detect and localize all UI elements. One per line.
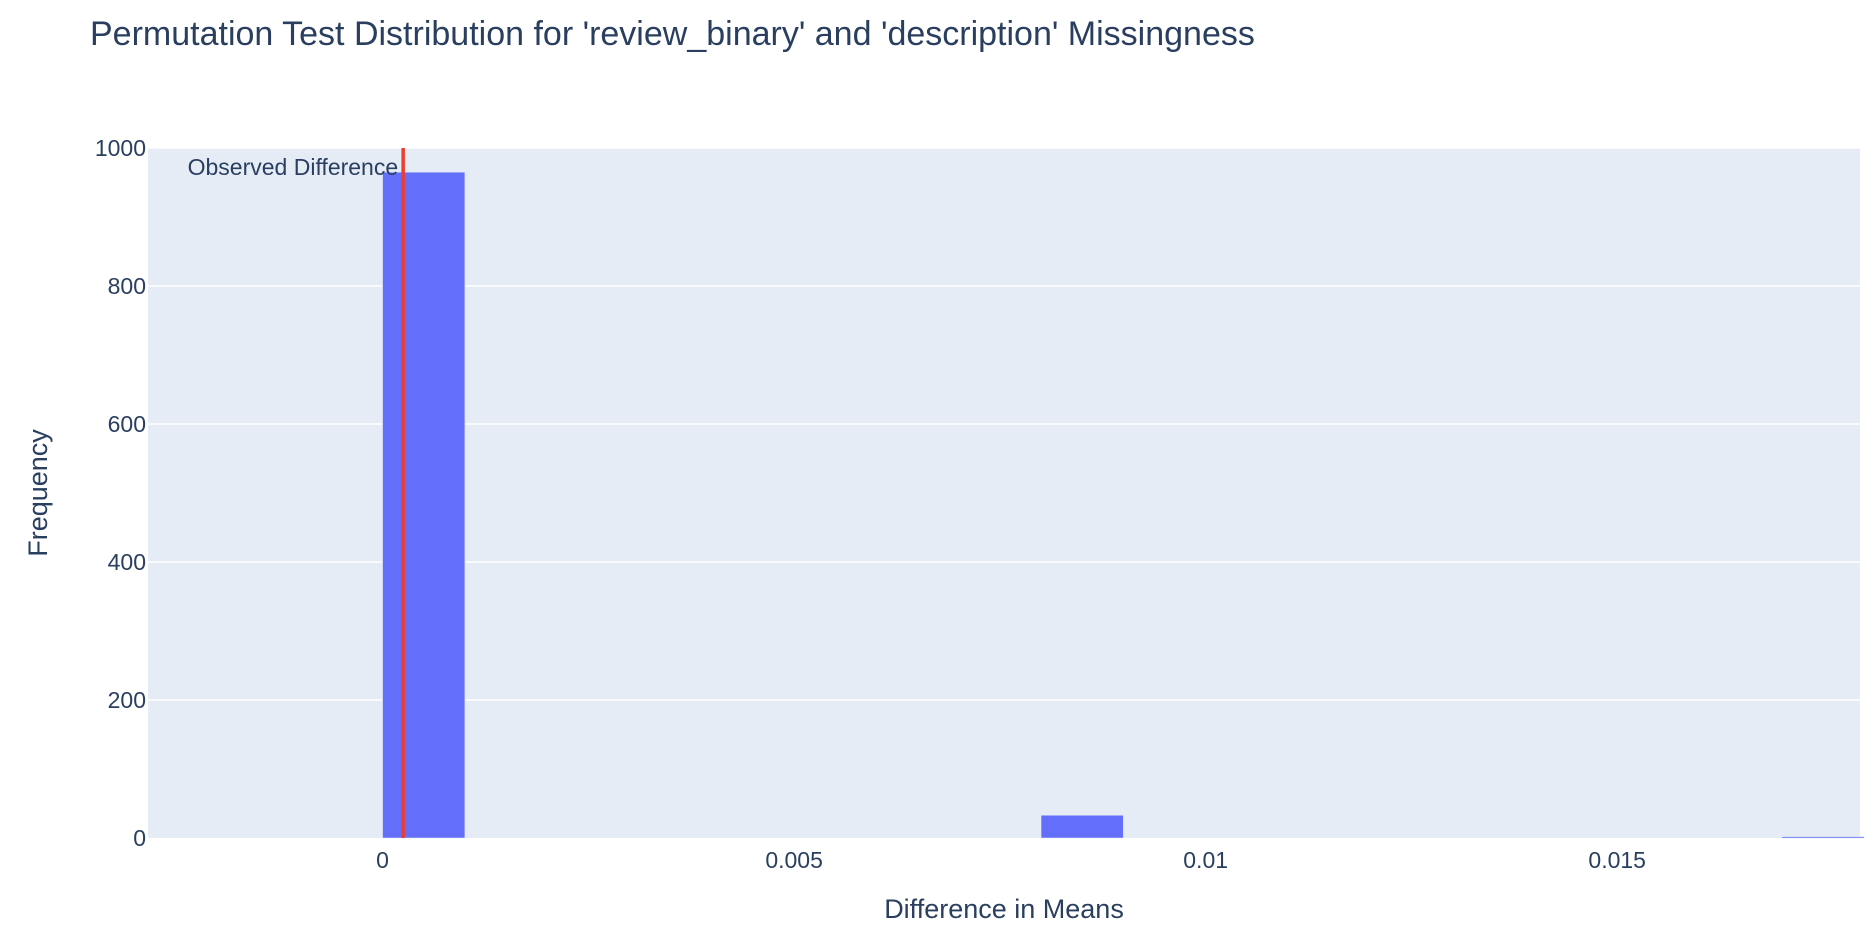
y-tick-label: 800 bbox=[108, 273, 146, 299]
chart-title: Permutation Test Distribution for 'revie… bbox=[90, 15, 1255, 53]
x-tick-label: 0.01 bbox=[1183, 847, 1228, 873]
histogram-bar bbox=[1040, 814, 1124, 839]
x-tick-label: 0.005 bbox=[765, 847, 823, 873]
x-tick-label: 0 bbox=[376, 847, 389, 873]
y-tick-label: 0 bbox=[133, 825, 146, 851]
histogram-bars bbox=[382, 171, 1865, 839]
x-axis-label: Difference in Means bbox=[884, 894, 1124, 924]
y-tick-label: 400 bbox=[108, 549, 146, 575]
histogram-bar bbox=[1781, 836, 1865, 839]
y-tick-label: 600 bbox=[108, 411, 146, 437]
observed-difference-marker: Observed Difference bbox=[188, 148, 405, 838]
y-tick-label: 200 bbox=[108, 687, 146, 713]
histogram-bar bbox=[382, 171, 466, 839]
y-tick-label: 1000 bbox=[95, 135, 146, 161]
observed-difference-label: Observed Difference bbox=[188, 154, 399, 180]
x-axis-ticks: 0 0.005 0.01 0.015 bbox=[376, 847, 1646, 873]
y-axis-label: Frequency bbox=[23, 429, 53, 557]
y-axis-ticks: 0 200 400 600 800 1000 bbox=[95, 135, 146, 851]
x-tick-label: 0.015 bbox=[1588, 847, 1646, 873]
